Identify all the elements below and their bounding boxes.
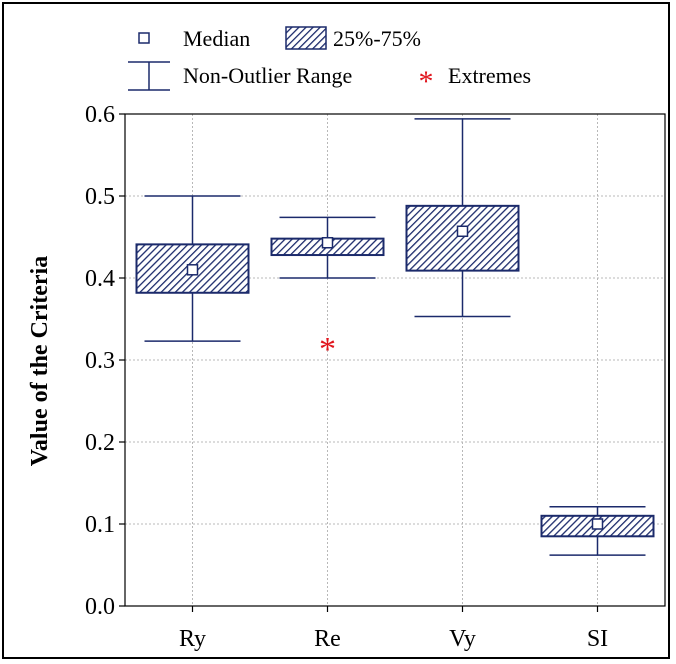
y-tick-label: 0.6: [85, 102, 115, 128]
legend: Median 25%-75% Non-Outlier Range * Extre…: [128, 26, 531, 98]
x-tick-label: Ry: [179, 626, 206, 652]
legend-range-symbol: [128, 61, 170, 91]
y-tick-label: 0.5: [85, 184, 115, 210]
legend-range-label: Non-Outlier Range: [183, 63, 352, 88]
chart-frame: [2, 2, 670, 659]
legend-box-label: 25%-75%: [333, 26, 421, 51]
median-marker: [321, 236, 334, 249]
median-marker: [456, 225, 469, 238]
box-vy: [405, 118, 520, 318]
box-si: [540, 506, 655, 556]
legend-extreme-marker: *: [419, 65, 434, 98]
box-ry: [135, 195, 250, 342]
x-tick-label: SI: [587, 626, 608, 652]
x-tick-label: Vy: [449, 626, 476, 652]
legend-extremes-label: Extremes: [448, 63, 531, 88]
box-re: *: [270, 216, 385, 368]
median-marker: [186, 264, 199, 276]
y-axis-ticks: 0.0 0.1 0.2 0.3 0.4 0.5 0.6: [85, 102, 125, 620]
y-tick-label: 0.3: [85, 348, 115, 374]
legend-box-swatch: [285, 26, 327, 50]
plot-area: [124, 113, 666, 607]
y-tick-label: 0.0: [85, 594, 115, 620]
y-tick-label: 0.2: [85, 430, 115, 456]
x-tick-label: Re: [314, 626, 341, 652]
extreme-marker: *: [319, 331, 336, 368]
median-marker: [591, 518, 604, 530]
x-axis-ticks: Ry Re Vy SI: [179, 606, 608, 652]
iqr-box: [405, 204, 520, 272]
y-tick-label: 0.4: [85, 266, 115, 292]
y-axis-title: Value of the Criteria: [27, 256, 53, 466]
legend-median-marker: [138, 32, 150, 44]
legend-median-label: Median: [183, 26, 250, 51]
box-series: *: [135, 118, 655, 556]
y-tick-label: 0.1: [85, 512, 115, 538]
